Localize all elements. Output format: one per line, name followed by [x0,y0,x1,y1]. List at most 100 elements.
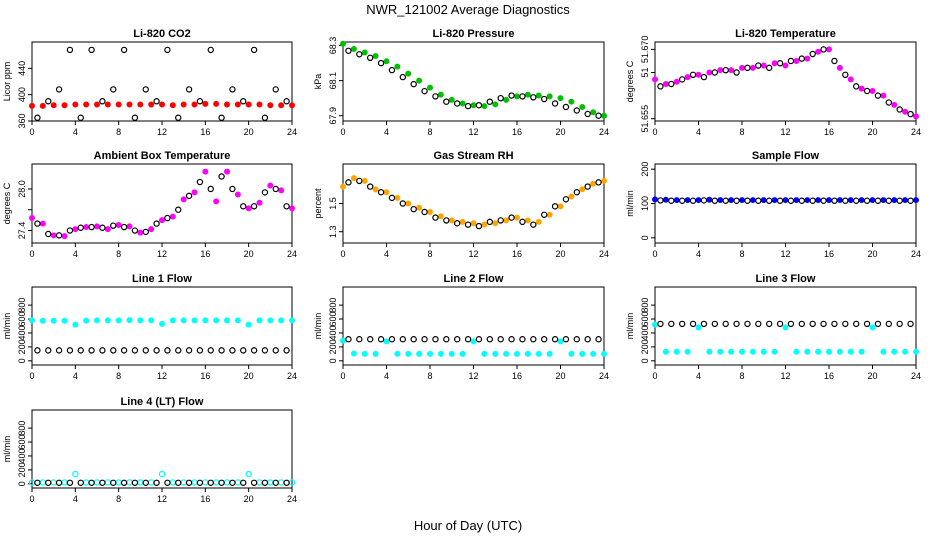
x-tick-label: 8 [116,127,121,137]
point-series-1 [579,350,586,357]
point-series-2 [229,86,236,93]
panel-title: Li-820 Pressure [433,28,515,40]
point-series-2 [540,95,548,103]
point-series-1 [288,102,295,109]
point-series-2 [852,83,860,90]
x-tick-label: 8 [739,249,744,259]
point-series-2 [755,320,762,328]
y-tick-label: 68.1 [328,72,338,90]
point-series-1 [535,92,542,99]
x-tick-label: 12 [157,494,167,504]
point-series-2 [131,479,139,486]
point-series-1 [83,224,90,231]
y-tick-label: 800 [17,421,27,436]
point-series-2 [700,197,708,204]
point-series-1 [394,194,401,201]
point-series-2 [744,64,751,72]
panel-10: Line 4 (LT) Flow 0 4 8 12 16 20 24 0 200400600800… [2,396,297,504]
point-series-2 [261,479,269,486]
point-series-1 [223,101,230,108]
point-series-1 [546,93,553,100]
point-series-1 [202,100,209,107]
point-series-1 [739,197,746,204]
point-series-1 [880,92,887,99]
panel-title: Gas Stream RH [433,150,513,162]
point-series-1 [267,102,274,109]
y-tick-label: 28.0 [17,180,27,198]
point-series-2 [88,223,95,231]
point-series-2 [508,92,515,99]
point-series-2 [55,347,63,354]
point-series-2 [809,50,816,58]
point-series-2 [153,220,160,227]
point-series-2 [66,227,74,234]
point-series-2 [250,203,258,210]
point-series-1 [350,46,357,53]
point-series-1 [684,74,691,81]
panel-title: Li-820 CO2 [133,28,190,40]
point-series-1 [277,479,285,486]
point-series-1 [891,197,898,204]
y-tick-label: 100 [640,196,650,211]
point-series-1 [492,101,499,108]
point-series-2 [831,320,838,328]
point-series-1 [514,93,521,100]
x-tick-label: 0 [340,249,345,259]
x-tick-label: 8 [116,249,121,259]
point-series-1 [278,102,285,109]
point-series-1 [126,101,133,108]
x-tick-label: 8 [427,127,432,137]
y-tick-label: 600 [640,312,650,327]
x-tick-label: 20 [867,127,877,137]
point-series-1 [191,101,198,108]
point-series-2 [175,347,182,354]
point-series-2 [508,336,515,343]
point-series-1 [546,350,553,357]
y-axis-label: ml/min [2,313,12,340]
point-series-2 [283,203,290,210]
point-series-2 [755,197,762,204]
point-series-1 [695,71,702,78]
point-series-2 [486,98,494,105]
point-series-1 [148,226,155,233]
point-series-2 [345,336,352,343]
point-series-1 [416,350,423,357]
point-series-2 [272,347,279,354]
point-series-2 [497,94,504,102]
point-series-1 [836,64,843,71]
point-series-1 [39,220,46,227]
point-series-1 [72,321,79,328]
point-series-2 [45,98,52,105]
point-series-2 [787,57,795,65]
point-series-2 [399,200,407,207]
x-tick-label: 12 [780,371,790,381]
point-series-1 [448,350,455,357]
point-series-2 [776,320,784,328]
point-series-2 [464,102,472,110]
point-series-2 [45,230,52,238]
point-series-1 [339,40,346,47]
point-series-1 [180,101,187,108]
point-series-2 [240,479,247,486]
point-series-1 [601,177,608,184]
point-series-2 [842,197,849,204]
x-tick-label: 12 [157,371,167,381]
point-series-2 [689,71,697,79]
point-series-2 [88,479,95,486]
point-series-2 [540,211,548,218]
x-tick-label: 24 [287,127,297,137]
point-series-2 [722,197,729,204]
y-tick-label: 800 [17,298,27,313]
point-series-2 [874,320,882,328]
point-series-2 [410,336,417,343]
point-series-1 [652,76,659,83]
plot-frame [342,163,605,244]
point-series-2 [207,347,214,354]
point-series-1 [361,177,368,184]
y-axis-label: degrees C [625,60,635,102]
point-series-1 [869,324,876,331]
point-series-2 [185,479,193,486]
point-series-1 [82,479,90,486]
point-series-1 [94,101,101,108]
